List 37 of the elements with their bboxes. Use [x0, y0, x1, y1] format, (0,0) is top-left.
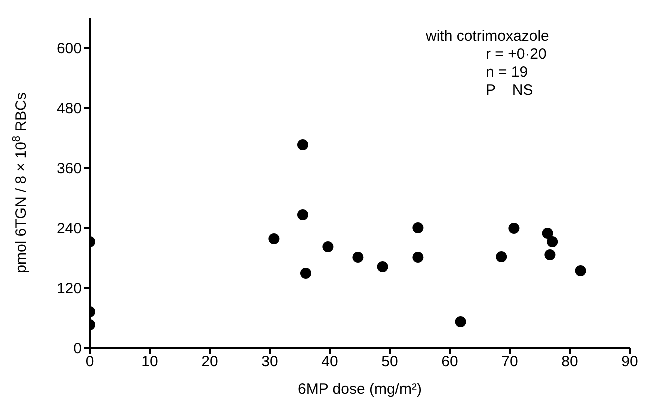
x-tick-label: 0: [86, 354, 94, 371]
y-tick-label: 360: [56, 160, 82, 178]
y-tick-label: 120: [56, 280, 82, 298]
point: [298, 140, 308, 150]
annotation: with cotrimoxazole: [426, 28, 550, 46]
x-tick-label: 70: [502, 354, 518, 371]
point: [377, 262, 388, 272]
point: [547, 236, 558, 248]
x-axis-title: 6MP dose (mg/m²): [298, 381, 422, 398]
point: [412, 222, 424, 234]
annotation: r = +0·20: [485, 46, 548, 64]
x-tick-label: 80: [562, 354, 578, 371]
point: [496, 252, 508, 262]
x-tick-label: 10: [142, 354, 158, 371]
point: [542, 228, 554, 239]
y-tick-label: 0: [74, 340, 82, 358]
point: [322, 242, 334, 252]
annotation: P NS: [485, 82, 534, 100]
y-tick-label: 480: [56, 100, 82, 118]
point: [455, 316, 466, 328]
point: [544, 250, 556, 260]
point: [298, 210, 308, 220]
point: [508, 223, 520, 234]
annotation: n = 19: [485, 64, 530, 82]
point: [575, 266, 586, 276]
x-tick-label: 90: [622, 354, 638, 371]
point: [300, 268, 312, 279]
point: [352, 252, 364, 263]
x-tick-label: 20: [202, 354, 218, 371]
y-tick-label: 600: [56, 40, 82, 58]
x-tick-label: 60: [442, 354, 458, 371]
x-tick-label: 30: [262, 354, 278, 371]
x-tick-label: 40: [322, 354, 338, 371]
y-tick-label: 240: [56, 220, 82, 238]
point: [412, 252, 424, 263]
point: [268, 234, 280, 244]
x-tick-label: 50: [382, 354, 398, 371]
